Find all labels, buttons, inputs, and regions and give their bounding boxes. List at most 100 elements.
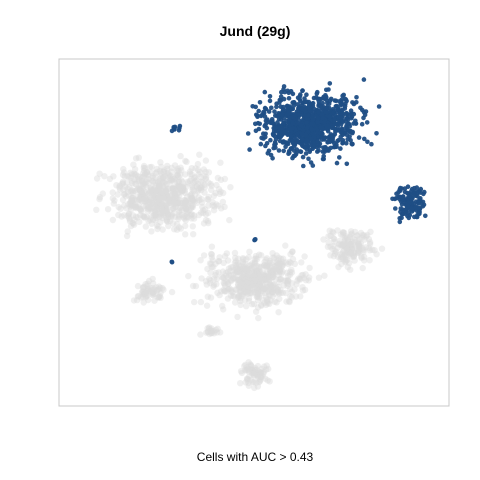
background-cell-point [216,254,223,261]
background-cell-point [346,233,354,241]
highlighted-cell-point [256,126,262,132]
background-cell-point [340,256,347,263]
background-cell-point [135,178,142,185]
background-cell-point [258,289,266,297]
background-cell-point [239,275,246,282]
background-cell-point [200,252,208,259]
background-cell-point [247,276,254,283]
background-cell-point [247,284,255,291]
background-cell-point [169,195,177,202]
background-cell-point [269,288,276,296]
background-cell-point [347,243,355,250]
background-cell-point [250,271,258,278]
background-cell-point [361,236,368,243]
background-cell-point [127,200,134,207]
background-cell-point [182,200,189,207]
background-cell-point [177,152,184,160]
background-cell-point [344,244,351,252]
highlighted-cell-point [267,98,273,104]
highlighted-cell-point [286,117,292,123]
background-cell-point [363,233,370,240]
highlighted-cell-point [315,96,321,102]
background-cell-point [156,189,164,196]
highlighted-cell-point [323,109,328,115]
background-cell-point [169,185,176,193]
background-cell-point [163,208,171,215]
background-cell-point [172,203,179,211]
background-cell-point [179,178,186,186]
background-cell-point [175,182,182,189]
background-cell-point [250,281,257,288]
highlighted-cell-point [362,112,368,118]
background-cell-point [138,207,145,215]
background-cell-point [139,174,146,181]
background-cell-point [248,370,256,377]
background-cell-point [151,179,159,186]
background-cell-point [254,287,261,294]
background-cell-point [143,292,151,299]
background-cell-point [217,188,224,195]
background-cell-point [240,268,247,275]
background-cell-point [137,194,144,201]
background-cell-point [186,168,194,175]
highlighted-cell-point [250,104,255,109]
background-cell-point [184,193,191,200]
background-cell-point [261,289,269,297]
background-cell-point [255,268,262,275]
background-cell-point [150,280,157,287]
background-cell-point [225,285,232,293]
background-cell-point [187,211,195,218]
background-cell-point [235,262,242,269]
background-cell-point [203,281,210,288]
background-cell-point [321,272,328,279]
background-cell-point [188,215,195,222]
background-cell-point [124,212,131,220]
highlighted-cell-point [308,136,314,141]
background-cell-point [162,205,169,212]
background-cell-point [145,179,153,187]
background-cell-point [277,266,284,273]
background-cell-point [299,287,307,294]
highlighted-cell-point [303,132,309,138]
background-cell-point [195,194,202,201]
background-cell-point [148,187,156,194]
background-cell-point [147,184,154,191]
background-cell-point [189,202,196,209]
background-cell-point [357,240,365,247]
background-cell-point [177,225,184,232]
background-cell-point [189,197,197,204]
highlighted-cell-point [263,143,268,149]
highlighted-cell-point [309,126,314,132]
background-cell-point [141,213,148,221]
background-cell-point [135,154,142,161]
background-cell-point [249,369,257,376]
background-cell-point [221,280,228,288]
background-cell-point [246,289,253,297]
background-cell-point [356,246,363,253]
background-cell-point [146,164,154,171]
background-cell-point [256,269,263,276]
background-cell-point [243,256,250,263]
background-cell-point [202,278,210,285]
background-cell-point [208,263,215,271]
background-cell-point [242,367,249,374]
background-cell-point [251,279,259,287]
background-cell-point [226,285,233,292]
highlighted-cell-point [338,146,343,151]
highlighted-cell-point [422,189,427,195]
background-cell-point [267,259,274,267]
background-cell-point [160,212,167,219]
background-cell-point [144,196,151,203]
highlighted-cell-point [298,149,304,155]
background-cell-point [245,287,252,294]
background-cell-point [235,293,243,300]
background-cell-point [270,273,277,281]
background-cell-point [152,207,159,214]
background-cell-point [237,295,244,302]
background-cell-point [110,200,118,207]
background-cell-point [181,200,188,207]
background-cell-point [219,302,226,310]
background-cell-point [153,207,161,214]
background-cell-point [175,212,182,219]
background-cell-point [274,288,281,295]
